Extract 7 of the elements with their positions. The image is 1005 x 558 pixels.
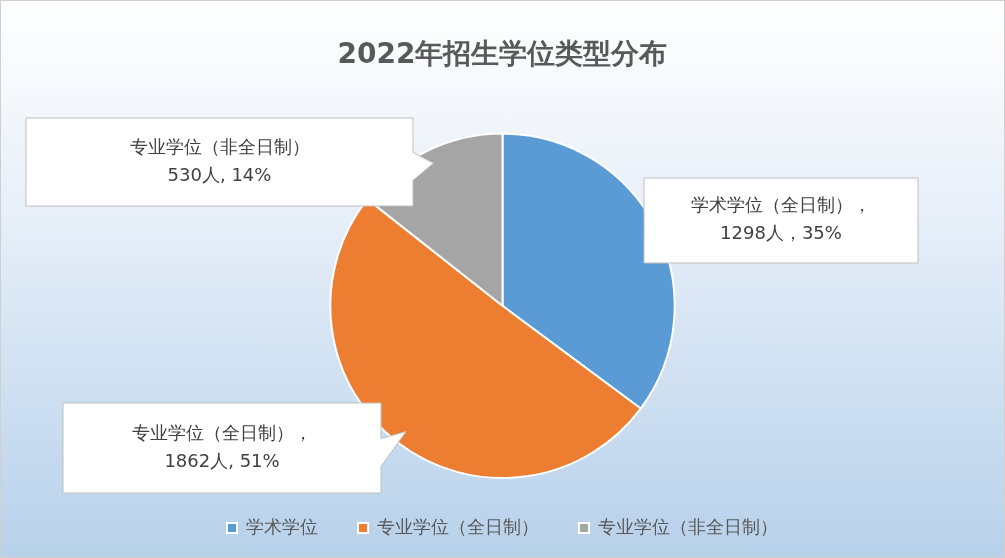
legend-label: 专业学位（非全日制） xyxy=(598,515,778,537)
chart-title: 2022年招生学位类型分布 xyxy=(337,37,668,71)
data-label: 学术学位（全日制）， 1298人，35% xyxy=(691,194,871,244)
legend-label: 学术学位 xyxy=(246,515,318,537)
data-label: 专业学位（非全日制） 530人, 14% xyxy=(129,135,310,185)
legend-label: 专业学位（全日制） xyxy=(377,515,539,537)
data-label: 专业学位（全日制）， 1862人, 51% xyxy=(132,421,312,471)
